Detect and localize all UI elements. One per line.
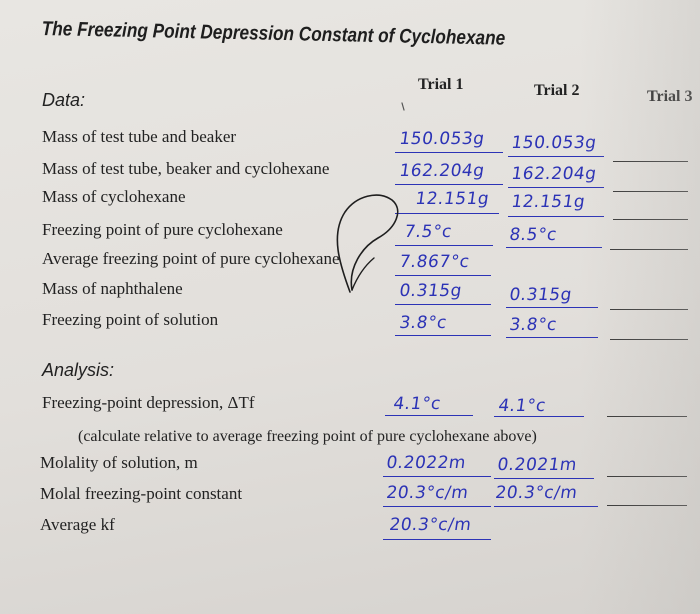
calculation-note: (calculate relative to average freezing … xyxy=(78,428,537,445)
t3-blank-3 xyxy=(610,249,688,250)
t3-blank-0 xyxy=(613,161,688,162)
trial-3-header: Trial 3 xyxy=(647,88,693,105)
trial-1-header: Trial 1 xyxy=(418,76,464,93)
row-label-fp-depression: Freezing-point depression, ΔTf xyxy=(42,393,255,412)
t2-kf: 20.3°c/m xyxy=(494,483,579,503)
t2-underline-5 xyxy=(506,307,598,308)
t1-underline-0 xyxy=(395,152,503,153)
t2-molality: 0.2021m xyxy=(496,455,579,475)
t1-fp-pure-cyclohexane: 7.5°c xyxy=(403,222,454,242)
t2-underline-a2 xyxy=(494,478,594,479)
row-label-mass-tube-beaker-cyclohexane: Mass of test tube, beaker and cyclohexan… xyxy=(42,159,330,178)
t3-blank-a0 xyxy=(607,416,687,417)
t1-underline-6 xyxy=(395,335,491,336)
row-label-mass-naphthalene: Mass of naphthalene xyxy=(42,279,183,298)
t1-fp-solution: 3.8°c xyxy=(398,313,449,333)
t1-mass-tube-beaker-cyclohexane: 162.204g xyxy=(398,161,486,181)
avg-fp-pure-cyclohexane: 7.867°c xyxy=(398,252,471,272)
t1-mass-cyclohexane: 12.151g xyxy=(414,189,491,209)
t2-mass-cyclohexane: 12.151g xyxy=(510,192,587,212)
t2-underline-1 xyxy=(508,187,604,188)
row-label-fp-pure-cyclohexane: Freezing point of pure cyclohexane xyxy=(42,220,283,239)
t1-underline-1 xyxy=(395,184,503,185)
pen-scribble-loop xyxy=(336,194,399,293)
t2-fp-solution: 3.8°c xyxy=(508,315,559,335)
t1-mass-tube-beaker: 150.053g xyxy=(398,129,486,149)
avg-underline xyxy=(395,275,491,276)
t3-blank-a2 xyxy=(607,476,687,477)
row-label-avg-fp-cyclohexane: Average freezing point of pure cyclohexa… xyxy=(42,249,340,268)
pen-tick-mark xyxy=(401,102,405,111)
average-kf-value: 20.3°c/m xyxy=(388,515,473,535)
t2-underline-a0 xyxy=(494,416,584,417)
t1-underline-a3 xyxy=(383,506,491,507)
t1-underline-3 xyxy=(395,245,493,246)
row-label-mass-tube-beaker: Mass of test tube and beaker xyxy=(42,127,237,146)
trial-2-header: Trial 2 xyxy=(534,82,580,99)
t1-molality: 0.2022m xyxy=(385,453,468,473)
worksheet-title: The Freezing Point Depression Constant o… xyxy=(41,18,506,50)
row-label-fp-solution: Freezing point of solution xyxy=(42,310,219,329)
data-section-label: Data: xyxy=(42,90,86,110)
t3-blank-1 xyxy=(613,191,688,192)
t2-underline-3 xyxy=(506,247,602,248)
t2-underline-a3 xyxy=(494,506,598,507)
t1-mass-naphthalene: 0.315g xyxy=(398,281,464,301)
t1-underline-5 xyxy=(395,304,491,305)
t1-underline-a2 xyxy=(383,476,491,477)
row-label-molality: Molality of solution, m xyxy=(40,453,198,472)
t2-mass-tube-beaker-cyclohexane: 162.204g xyxy=(510,164,598,184)
t2-underline-0 xyxy=(508,156,604,157)
average-kf-underline xyxy=(383,539,491,540)
pen-scribble-tail xyxy=(351,257,375,291)
row-label-kf: Molal freezing-point constant xyxy=(40,484,243,503)
analysis-section-label: Analysis: xyxy=(42,360,115,380)
t1-fp-depression: 4.1°c xyxy=(392,394,443,414)
t2-underline-2 xyxy=(508,216,604,217)
t3-blank-5 xyxy=(610,309,688,310)
t2-mass-naphthalene: 0.315g xyxy=(508,285,574,305)
t3-blank-6 xyxy=(610,339,688,340)
t3-blank-2 xyxy=(613,219,688,220)
t1-underline-a0 xyxy=(385,415,473,416)
t2-underline-6 xyxy=(506,337,598,338)
row-label-mass-cyclohexane: Mass of cyclohexane xyxy=(42,187,186,206)
t2-mass-tube-beaker: 150.053g xyxy=(510,133,598,153)
row-label-average-kf: Average kf xyxy=(40,515,115,534)
t3-blank-a3 xyxy=(607,505,687,506)
t2-fp-depression: 4.1°c xyxy=(497,396,548,416)
t1-underline-2 xyxy=(395,213,499,214)
t1-kf: 20.3°c/m xyxy=(385,483,470,503)
t2-fp-pure-cyclohexane: 8.5°c xyxy=(508,225,559,245)
